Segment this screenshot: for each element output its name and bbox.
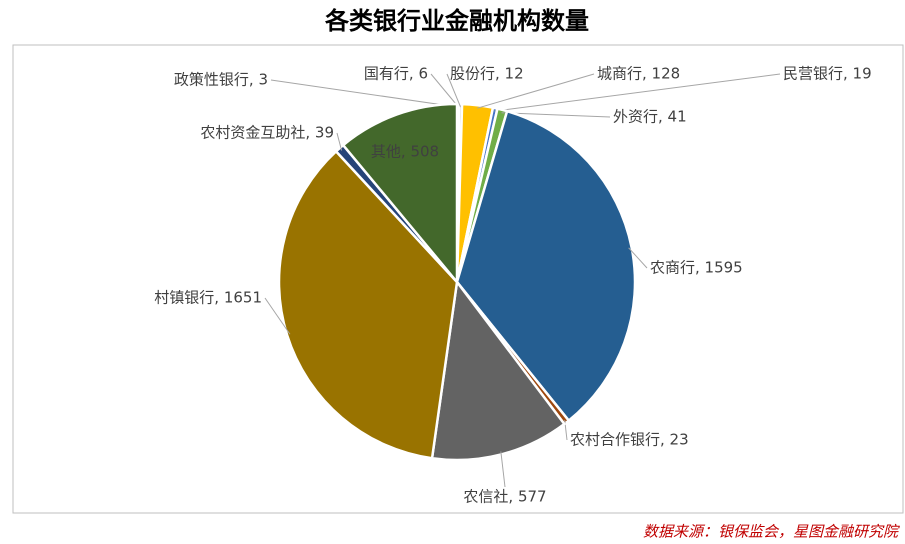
data-label: 村镇银行, 1651 — [154, 289, 262, 307]
data-label: 农村合作银行, 23 — [570, 431, 689, 449]
data-label: 农商行, 1595 — [650, 259, 743, 277]
leader-line — [336, 132, 343, 151]
chart-title: 各类银行业金融机构数量 — [324, 7, 589, 35]
data-label: 其他, 508 — [371, 143, 439, 161]
leader-line — [270, 79, 458, 108]
pie-slice — [455, 109, 637, 423]
leader-line — [264, 297, 291, 335]
data-label: 城商行, 128 — [597, 65, 680, 83]
leader-line — [494, 73, 781, 112]
leader-line — [500, 451, 506, 488]
source-note: 数据来源：银保监会，星图金融研究院 — [643, 523, 900, 541]
data-label: 外资行, 41 — [613, 108, 687, 126]
pie-slice — [341, 102, 459, 286]
data-label: 政策性银行, 3 — [174, 71, 268, 89]
data-label: 农村资金互助社, 39 — [200, 124, 334, 142]
leader-line — [477, 73, 595, 109]
leader-line — [501, 112, 611, 118]
leader-line — [446, 73, 462, 108]
leader-line — [628, 247, 648, 269]
data-label: 股份行, 12 — [450, 65, 524, 83]
data-label: 民营银行, 19 — [783, 65, 872, 83]
leader-line — [430, 73, 459, 108]
data-label: 国有行, 6 — [364, 65, 428, 83]
data-label: 农信社, 577 — [463, 488, 546, 506]
pie-slice — [277, 149, 459, 460]
